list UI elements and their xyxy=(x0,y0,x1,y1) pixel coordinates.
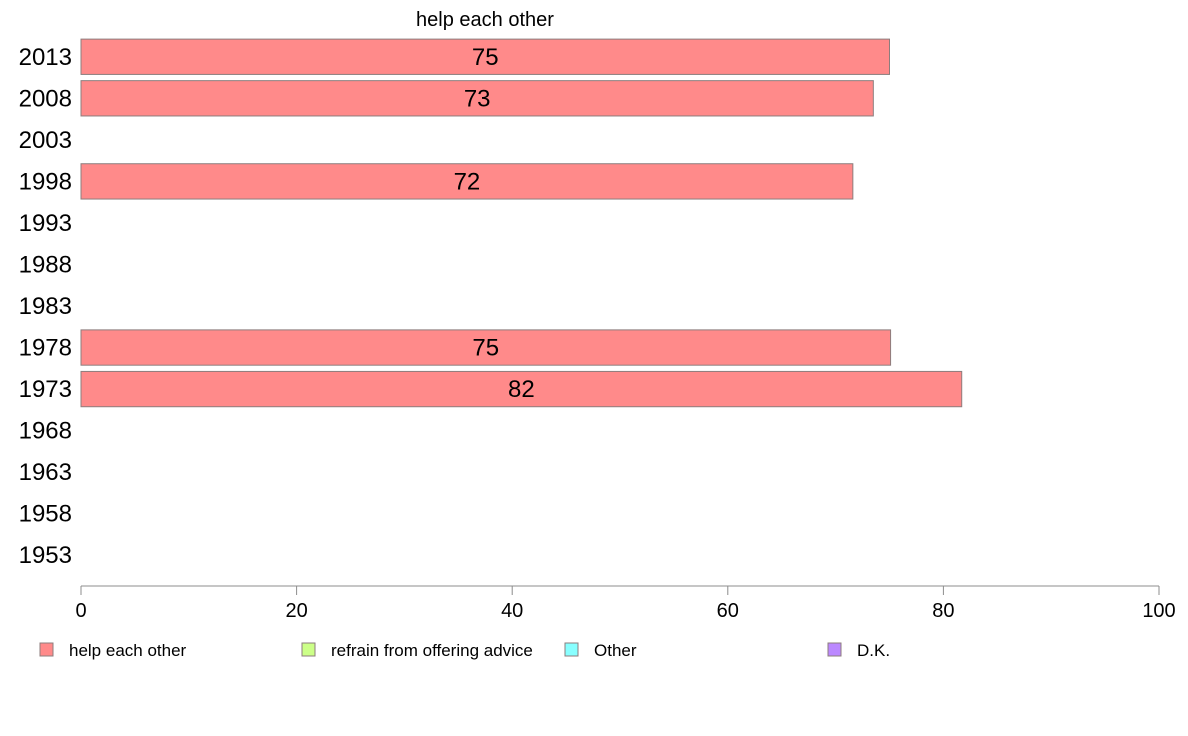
data-label-1978: 75 xyxy=(472,335,499,362)
data-label-1998: 72 xyxy=(454,168,481,195)
category-label-1983: 1983 xyxy=(19,293,72,320)
x-tick-label-40: 40 xyxy=(501,600,523,622)
data-label-2008: 73 xyxy=(464,85,491,112)
bar-2008 xyxy=(80,80,874,117)
x-tick-label-20: 20 xyxy=(285,600,307,622)
category-label-2008: 2008 xyxy=(19,85,72,112)
bar-1973 xyxy=(80,370,963,408)
legend: help each other refrain from offering adv… xyxy=(39,641,890,660)
x-axis: 0 20 40 60 80 100 xyxy=(75,585,1176,622)
category-labels: 2013 2008 2003 1998 1993 1988 1983 1978 1973 1968… xyxy=(19,44,72,569)
category-label-1953: 1953 xyxy=(19,542,72,569)
legend-swatch-0 xyxy=(39,642,54,657)
category-label-1993: 1993 xyxy=(19,210,72,237)
bars-layer: 75 73 72 75 82 xyxy=(80,38,963,408)
chart-title: help each other xyxy=(416,9,554,31)
legend-label-1: refrain from offering advice xyxy=(331,641,533,660)
data-label-2013: 75 xyxy=(472,44,499,71)
legend-label-0: help each other xyxy=(69,641,187,660)
category-label-1958: 1958 xyxy=(19,501,72,528)
x-tick-label-60: 60 xyxy=(717,600,739,622)
legend-swatch-2 xyxy=(564,642,579,657)
x-tick-label-0: 0 xyxy=(75,600,86,622)
category-label-2003: 2003 xyxy=(19,127,72,154)
data-label-1973: 82 xyxy=(508,376,535,403)
category-label-1963: 1963 xyxy=(19,459,72,486)
bar-1978 xyxy=(80,329,892,366)
legend-label-3: D.K. xyxy=(857,641,890,660)
category-label-1978: 1978 xyxy=(19,335,72,362)
category-label-1968: 1968 xyxy=(19,418,72,445)
x-tick-label-100: 100 xyxy=(1142,600,1175,622)
legend-label-2: Other xyxy=(594,641,637,660)
category-label-1988: 1988 xyxy=(19,251,72,278)
bar-2013 xyxy=(80,38,890,75)
x-tick-label-80: 80 xyxy=(932,600,954,622)
legend-swatch-1 xyxy=(301,642,316,657)
category-label-2013: 2013 xyxy=(19,44,72,71)
legend-swatch-3 xyxy=(827,642,842,657)
bar-1998 xyxy=(80,163,854,200)
category-label-1973: 1973 xyxy=(19,376,72,403)
category-label-1998: 1998 xyxy=(19,168,72,195)
